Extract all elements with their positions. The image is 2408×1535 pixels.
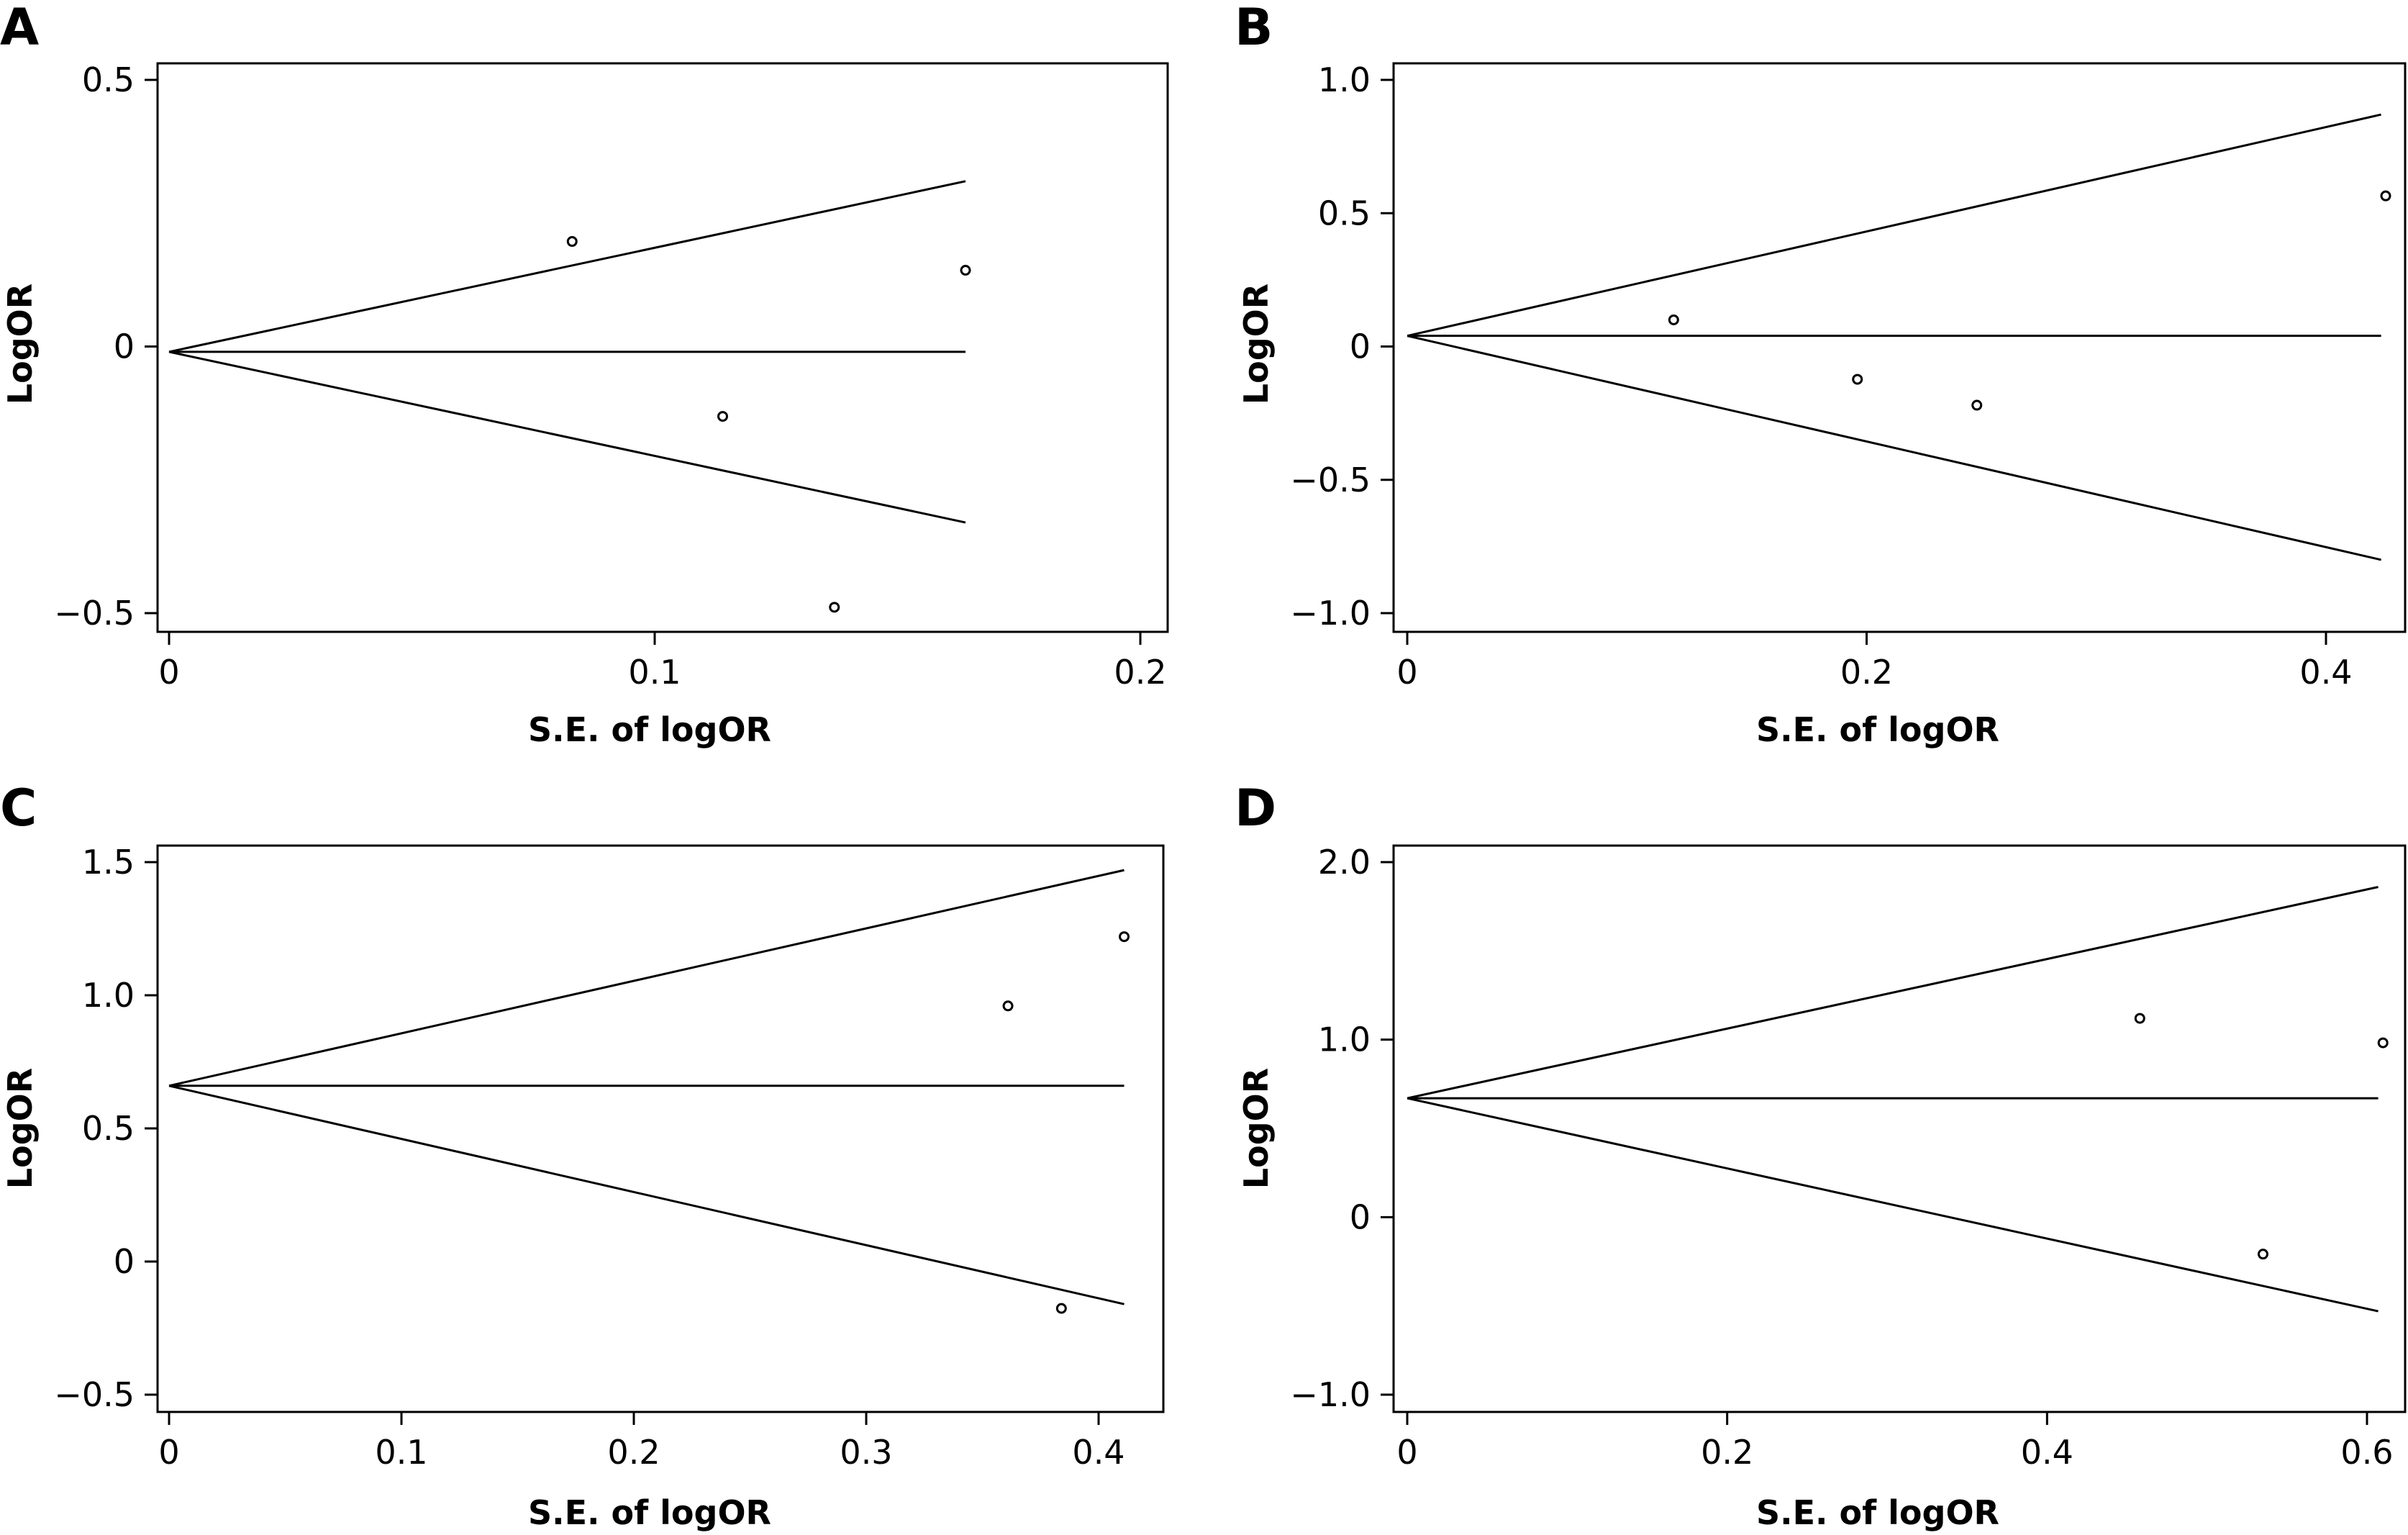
funnel-upper-limit-line — [168, 869, 1125, 1087]
x-tick-label: 0.1 — [628, 653, 681, 692]
y-tick-label: 0 — [1350, 327, 1371, 366]
plot-frame — [1392, 62, 2407, 633]
panel-label: D — [1235, 779, 1276, 838]
x-tick-label: 0.6 — [2340, 1433, 2393, 1472]
study-point — [2134, 1013, 2145, 1024]
study-point — [829, 602, 840, 613]
funnel-lower-limit-line — [1407, 335, 2381, 561]
study-point — [2380, 190, 2391, 202]
y-tick-label: −0.5 — [1290, 461, 1371, 499]
study-point — [717, 411, 728, 422]
x-tick-label: 0.2 — [607, 1433, 660, 1472]
x-tick-label: 0.2 — [1114, 653, 1166, 692]
study-point — [1668, 314, 1679, 325]
y-tick-label: 0.5 — [82, 60, 135, 99]
y-tick-label: 0 — [114, 1242, 135, 1281]
funnel-lower-limit-line — [168, 1085, 1125, 1305]
y-tick-label: 0 — [1350, 1197, 1371, 1236]
x-axis-title: S.E. of logOR — [1756, 710, 1999, 749]
y-axis-title: LogOR — [1, 284, 40, 404]
y-tick-label: 1.5 — [82, 843, 135, 882]
x-axis-title: S.E. of logOR — [1756, 1493, 1999, 1532]
plot-frame — [156, 62, 1169, 633]
y-tick-label: 1.0 — [1318, 1020, 1371, 1059]
study-point — [1055, 1303, 1067, 1314]
y-tick-label: 1.0 — [82, 976, 135, 1015]
plot-frame — [1392, 844, 2407, 1413]
x-tick-label: 0.3 — [840, 1433, 892, 1472]
x-tick-label: 0 — [158, 653, 179, 692]
study-point — [1852, 373, 1863, 385]
y-tick-label: 0.5 — [1318, 194, 1371, 232]
x-axis-title: S.E. of logOR — [528, 710, 771, 749]
panel-label: A — [0, 0, 39, 57]
y-axis-title: LogOR — [1, 1068, 40, 1189]
study-point — [1002, 1000, 1014, 1012]
y-axis-title: LogOR — [1237, 1068, 1276, 1189]
y-tick-label: −1.0 — [1290, 594, 1371, 633]
study-point — [1119, 931, 1130, 943]
y-tick-label: 1.0 — [1318, 60, 1371, 99]
panel-label: B — [1235, 0, 1273, 57]
funnel-upper-limit-line — [1407, 113, 2381, 338]
x-tick-label: 0 — [1396, 653, 1417, 692]
panel-b: B 1.0 0.5 0 −0.5 −1.0 0 0.2 0.4 S.E. of logOR LogO… — [1235, 0, 2407, 749]
y-tick-label: 2.0 — [1318, 843, 1371, 882]
x-tick-label: 0.2 — [1701, 1433, 1753, 1472]
study-point — [1971, 399, 1983, 411]
x-tick-label: 0.4 — [1072, 1433, 1125, 1472]
y-tick-label: −0.5 — [54, 594, 135, 633]
study-point — [2377, 1037, 2389, 1049]
x-tick-label: 0.1 — [375, 1433, 427, 1472]
y-tick-label: 0.5 — [82, 1109, 135, 1148]
funnel-lower-limit-line — [168, 350, 966, 524]
x-tick-label: 0 — [1396, 1433, 1417, 1472]
study-point — [566, 236, 578, 248]
y-tick-label: −1.0 — [1290, 1375, 1371, 1414]
x-tick-label: 0.4 — [2299, 653, 2352, 692]
panel-label: C — [0, 779, 37, 838]
funnel-upper-limit-line — [168, 180, 966, 353]
study-point — [2257, 1249, 2268, 1260]
funnel-upper-limit-line — [1407, 886, 2379, 1100]
y-tick-label: −0.5 — [54, 1375, 135, 1414]
plot-frame — [156, 844, 1165, 1413]
y-tick-label: 0 — [114, 327, 135, 366]
x-axis-title: S.E. of logOR — [528, 1493, 771, 1532]
panel-c: C 1.5 1.0 0.5 0 −0.5 0 0.1 0.2 0.3 0.4 S.E. of logO… — [0, 779, 1165, 1532]
y-axis-title: LogOR — [1237, 284, 1276, 404]
x-tick-label: 0.4 — [2021, 1433, 2073, 1472]
x-tick-label: 0 — [158, 1433, 179, 1472]
study-point — [960, 265, 971, 276]
panel-a: A 0.5 0 −0.5 0 0.1 0.2 S.E. of logOR LogOR — [0, 0, 1169, 749]
funnel-lower-limit-line — [1407, 1097, 2379, 1313]
panel-d: D 2.0 1.0 0 −1.0 0 0.2 0.4 0.6 S.E. of logOR LogOR — [1235, 779, 2407, 1532]
x-tick-label: 0.2 — [1840, 653, 1893, 692]
